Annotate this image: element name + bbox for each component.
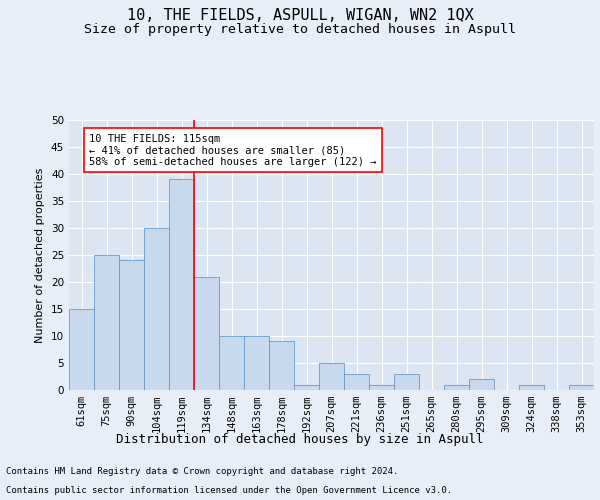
Bar <box>194 276 219 390</box>
Bar <box>469 379 494 390</box>
Bar <box>344 374 369 390</box>
Text: 10, THE FIELDS, ASPULL, WIGAN, WN2 1QX: 10, THE FIELDS, ASPULL, WIGAN, WN2 1QX <box>127 8 473 22</box>
Bar <box>119 260 144 390</box>
Bar <box>319 363 344 390</box>
Text: Size of property relative to detached houses in Aspull: Size of property relative to detached ho… <box>84 22 516 36</box>
Bar <box>69 309 94 390</box>
Bar <box>144 228 169 390</box>
Y-axis label: Number of detached properties: Number of detached properties <box>35 168 46 342</box>
Bar <box>269 342 294 390</box>
Bar <box>94 255 119 390</box>
Bar <box>244 336 269 390</box>
Text: Contains public sector information licensed under the Open Government Licence v3: Contains public sector information licen… <box>6 486 452 495</box>
Text: Distribution of detached houses by size in Aspull: Distribution of detached houses by size … <box>116 432 484 446</box>
Bar <box>369 384 394 390</box>
Bar <box>219 336 244 390</box>
Bar <box>569 384 594 390</box>
Text: 10 THE FIELDS: 115sqm
← 41% of detached houses are smaller (85)
58% of semi-deta: 10 THE FIELDS: 115sqm ← 41% of detached … <box>89 134 377 166</box>
Bar <box>444 384 469 390</box>
Text: Contains HM Land Registry data © Crown copyright and database right 2024.: Contains HM Land Registry data © Crown c… <box>6 468 398 476</box>
Bar <box>169 180 194 390</box>
Bar <box>294 384 319 390</box>
Bar <box>394 374 419 390</box>
Bar <box>519 384 544 390</box>
